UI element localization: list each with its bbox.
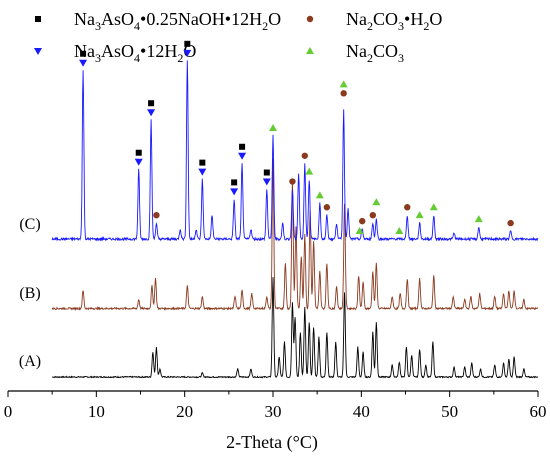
series-label-2: (C) [19, 216, 40, 233]
marker-na3aso4-naoh-5 [231, 179, 238, 186]
legend-marker-na2co3 [306, 47, 314, 54]
marker-na2co3-8 [429, 203, 438, 211]
marker-na3aso4-naoh-1 [135, 149, 142, 156]
marker-na3aso4-12h2o-3 [183, 49, 192, 57]
marker-na2co3-5 [372, 198, 381, 206]
marker-na2co3-h2o-2 [301, 152, 308, 159]
phase-markers [79, 40, 514, 235]
marker-na3aso4-naoh-2 [148, 100, 155, 107]
plot-traces [51, 60, 539, 379]
marker-na3aso4-12h2o-0 [79, 59, 88, 67]
series-labels: (A) (B) (C) [19, 216, 41, 370]
trace-2 [51, 60, 539, 242]
legend-label-na3aso4_12h2o: Na3​AsO4​•12H2​O [74, 41, 196, 65]
marker-na3aso4-12h2o-6 [238, 152, 247, 160]
trace-0 [52, 277, 539, 379]
marker-na2co3-h2o-0 [153, 211, 160, 219]
marker-na3aso4-12h2o-1 [134, 158, 143, 166]
legend: Na3​AsO4​•0.25NaOH•12H2​O Na3​AsO4​•12H2​… [34, 9, 442, 65]
marker-na3aso4-naoh-0 [80, 50, 87, 57]
marker-na2co3-h2o-7 [404, 204, 411, 211]
marker-na3aso4-naoh-6 [239, 143, 246, 150]
x-tick-label: 10 [88, 402, 105, 421]
marker-na2co3-h2o-1 [289, 178, 296, 185]
x-tick-label: 20 [176, 402, 193, 421]
marker-na3aso4-naoh-7 [263, 169, 270, 176]
marker-na2co3-7 [415, 211, 424, 219]
legend-label-na3aso4_naoh: Na3​AsO4​•0.25NaOH•12H2​O [74, 9, 281, 33]
legend-marker-na2co3_h2o [306, 15, 314, 23]
x-tick-label: 40 [353, 402, 370, 421]
series-label-0: (A) [19, 353, 41, 370]
marker-na3aso4-12h2o-5 [230, 188, 239, 196]
marker-na2co3-6 [395, 227, 404, 235]
x-tick-label: 0 [4, 402, 13, 421]
marker-na2co3-h2o-3 [323, 204, 331, 211]
legend-marker-na3aso4_12h2o [34, 48, 42, 55]
marker-na2co3-h2o-5 [359, 217, 366, 225]
legend-marker-na3aso4_naoh [35, 16, 41, 22]
x-axis-label: 2-Theta (°C) [226, 432, 318, 453]
trace-1 [51, 158, 539, 312]
marker-na2co3-1 [305, 167, 314, 175]
marker-na3aso4-12h2o-4 [198, 168, 207, 176]
series-label-1: (B) [19, 285, 40, 302]
marker-na2co3-3 [339, 80, 348, 88]
marker-na2co3-h2o-4 [340, 90, 347, 97]
marker-na3aso4-12h2o-2 [147, 109, 156, 117]
marker-na2co3-0 [269, 124, 277, 132]
x-tick-label: 60 [530, 402, 547, 421]
marker-na3aso4-naoh-4 [199, 159, 206, 166]
x-tick-label: 30 [265, 402, 282, 421]
x-tick-label: 50 [441, 402, 458, 421]
marker-na2co3-2 [315, 191, 324, 199]
marker-na2co3-h2o-6 [369, 211, 377, 219]
legend-label-na2co3_h2o: Na2​CO3​•H2​O [346, 9, 442, 33]
legend-label-na2co3: Na2​CO3​ [346, 41, 404, 65]
x-axis: 0 10 20 30 40 50 60 [4, 390, 547, 421]
marker-na3aso4-naoh-3 [184, 40, 191, 47]
marker-na3aso4-12h2o-7 [262, 178, 271, 186]
marker-na2co3-h2o-8 [507, 219, 514, 227]
marker-na2co3-9 [474, 215, 483, 223]
marker-na2co3-4 [355, 226, 364, 234]
